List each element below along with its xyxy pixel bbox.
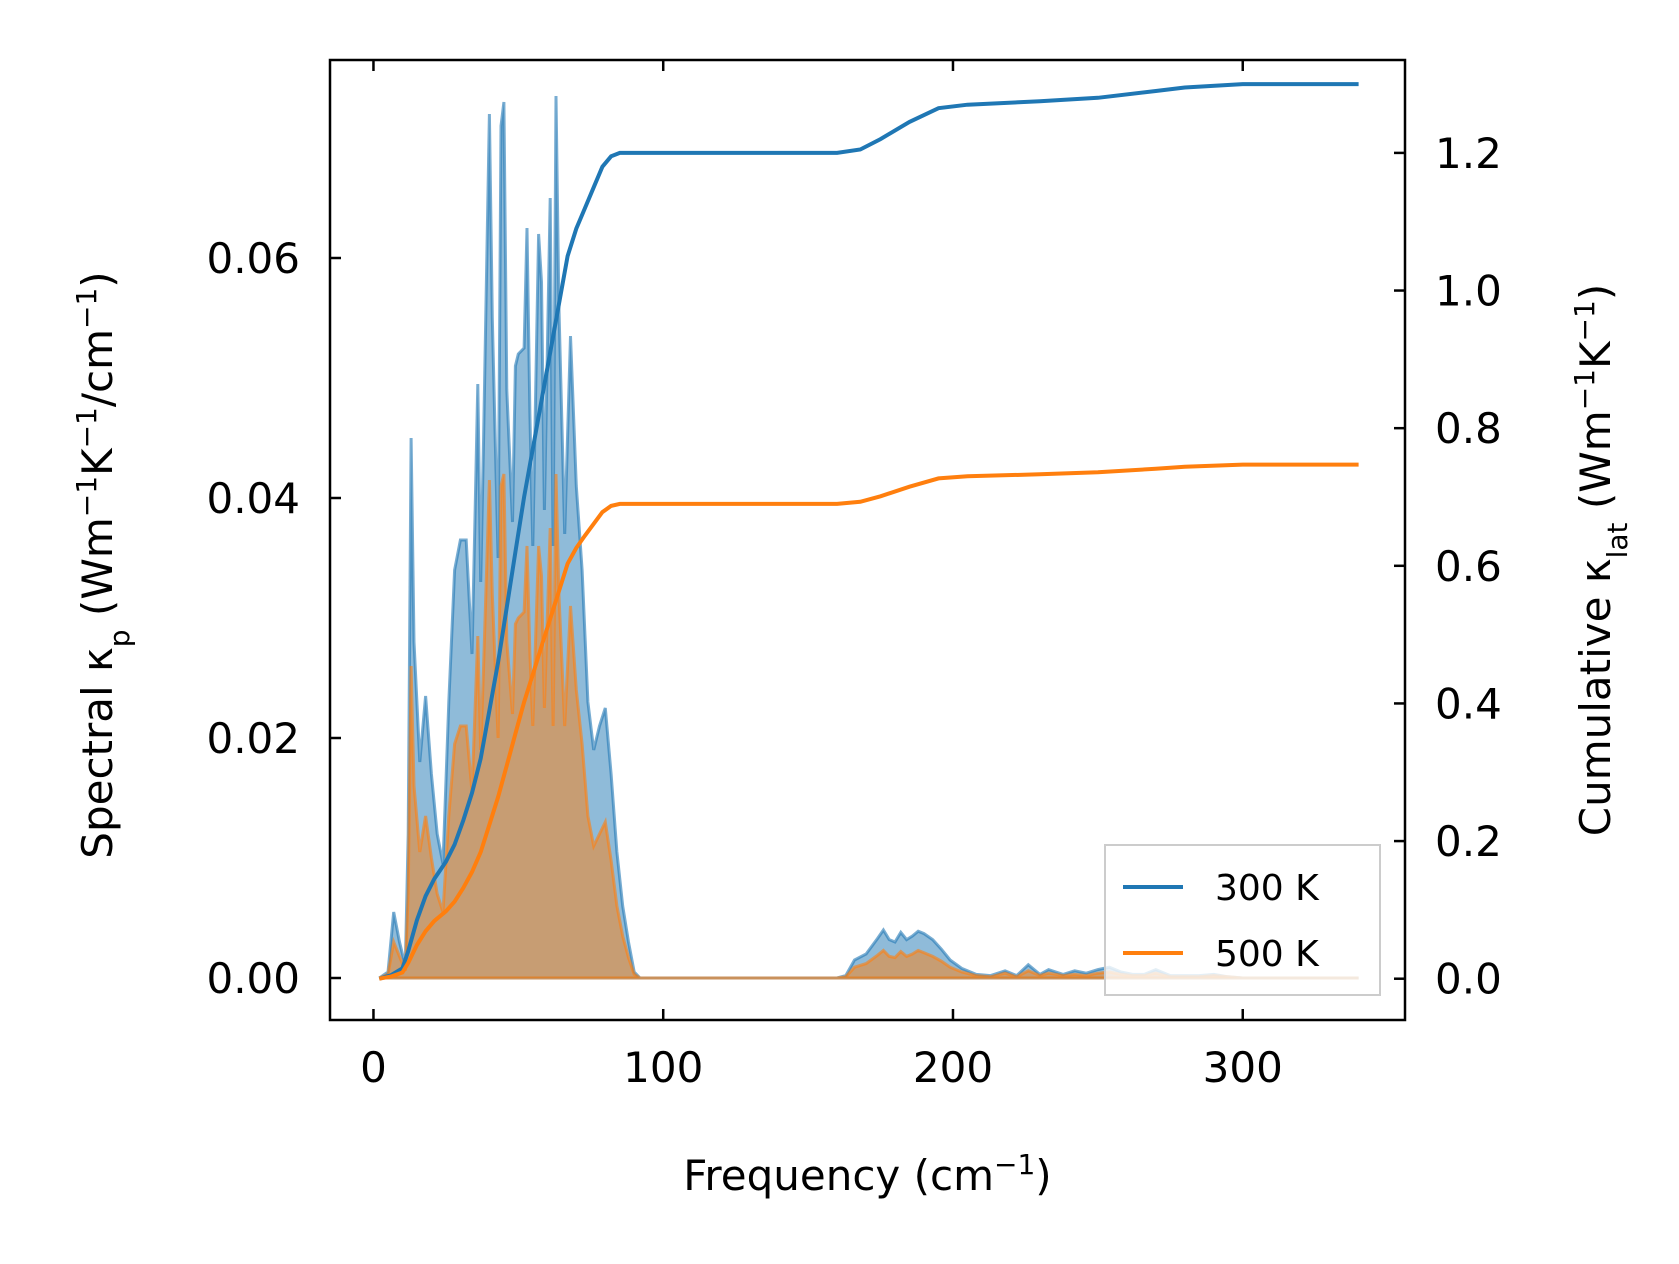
y-right-tick-label: 0.2 <box>1435 817 1502 866</box>
x-axis-label: Frequency (cm−1) <box>683 1148 1051 1201</box>
x-tick-label: 100 <box>623 1043 703 1092</box>
y-right-tick-label: 0.4 <box>1435 679 1502 728</box>
y-left-tick-label: 0.02 <box>206 714 300 763</box>
legend: 300 K 500 K <box>1104 844 1381 996</box>
y-axis-label-left: Spectral κp (Wm−1K−1/cm−1) <box>70 271 136 858</box>
plot-frame <box>328 58 1407 1022</box>
y-axis-label-right: Cumulative κlat (Wm−1K−1) <box>1568 284 1634 836</box>
legend-label-300-k: 300 K <box>1215 868 1320 909</box>
x-tick-label: 0 <box>360 1043 387 1092</box>
x-tick-label: 200 <box>913 1043 993 1092</box>
spectral-fills <box>378 95 1359 980</box>
y-right-tick-label: 0.6 <box>1435 542 1502 591</box>
y-left-tick-label: 0.06 <box>206 234 300 283</box>
y-right-tick-label: 0.8 <box>1435 404 1502 453</box>
x-tick-label: 300 <box>1203 1043 1283 1092</box>
ticks: 0 100 200 300 0.00 0.02 0.04 0.06 0.0 0.2 0.4 0.6 0.… <box>206 60 1502 1092</box>
y-right-tick-label: 0.0 <box>1435 955 1502 1004</box>
y-right-tick-label: 1.2 <box>1435 129 1502 178</box>
y-right-tick-label: 1.0 <box>1435 267 1502 316</box>
legend-label-500-k: 500 K <box>1215 934 1320 975</box>
cumulative-line-500-k <box>378 462 1359 981</box>
legend-box <box>1104 844 1381 996</box>
cumulative-lines <box>378 82 1359 981</box>
spectral-area-500-k <box>378 473 1359 980</box>
y-left-tick-label: 0.04 <box>206 474 300 523</box>
cumulative-line-300-k <box>378 82 1359 981</box>
axes <box>328 58 1407 1022</box>
y-left-tick-label: 0.00 <box>206 954 300 1003</box>
